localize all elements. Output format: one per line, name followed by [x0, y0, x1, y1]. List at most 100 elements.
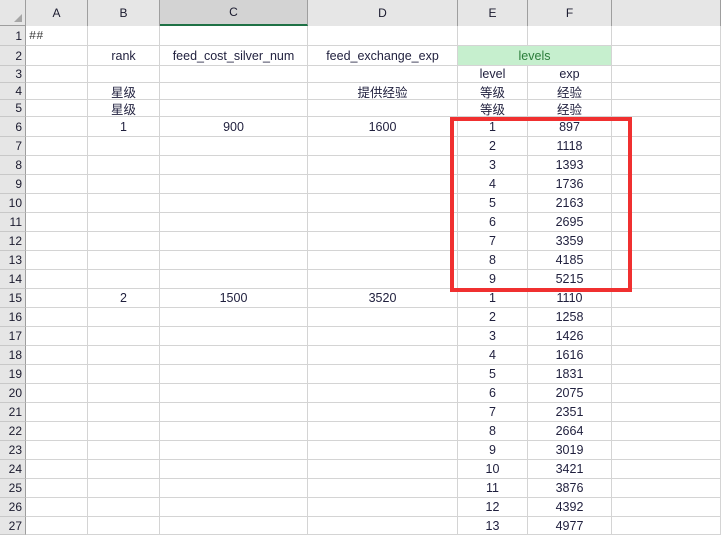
cell-E15-value[interactable]: 1 [458, 289, 528, 308]
cell-D23[interactable] [308, 441, 458, 460]
column-header-a[interactable]: A [26, 0, 88, 26]
cell-B23[interactable] [88, 441, 160, 460]
cell-E11-value[interactable]: 6 [458, 213, 528, 232]
cell-A11[interactable] [26, 213, 88, 232]
cell-B20[interactable] [88, 384, 160, 403]
cell-D24[interactable] [308, 460, 458, 479]
cell-D7[interactable] [308, 137, 458, 156]
cell-D15-value[interactable]: 3520 [308, 289, 458, 308]
cell-C6-value[interactable]: 900 [160, 117, 308, 137]
cell-D26[interactable] [308, 498, 458, 517]
column-header-c[interactable]: C [160, 0, 308, 26]
cell-E23-value[interactable]: 9 [458, 441, 528, 460]
cell-G4[interactable] [612, 83, 721, 100]
cell-G16[interactable] [612, 308, 721, 327]
cell-G26[interactable] [612, 498, 721, 517]
cell-B13[interactable] [88, 251, 160, 270]
cell-F27-value[interactable]: 4977 [528, 517, 612, 535]
cell-A5[interactable] [26, 100, 88, 117]
cell-E16-value[interactable]: 2 [458, 308, 528, 327]
cell-B1[interactable] [88, 26, 160, 46]
cell-E14-value[interactable]: 9 [458, 270, 528, 289]
cell-D14[interactable] [308, 270, 458, 289]
cell-A19[interactable] [26, 365, 88, 384]
cell-B17[interactable] [88, 327, 160, 346]
cell-D25[interactable] [308, 479, 458, 498]
cell-E21-value[interactable]: 7 [458, 403, 528, 422]
cell-D22[interactable] [308, 422, 458, 441]
cell-E12-value[interactable]: 7 [458, 232, 528, 251]
cell-F24-value[interactable]: 3421 [528, 460, 612, 479]
cell-C15-value[interactable]: 1500 [160, 289, 308, 308]
cell-C21[interactable] [160, 403, 308, 422]
cell-G1[interactable] [612, 26, 721, 46]
cell-A21[interactable] [26, 403, 88, 422]
cell-C19[interactable] [160, 365, 308, 384]
row-header-9[interactable]: 9 [0, 175, 26, 194]
cell-G13[interactable] [612, 251, 721, 270]
cell-C5[interactable] [160, 100, 308, 117]
cell-F11-value[interactable]: 2695 [528, 213, 612, 232]
cell-F23-value[interactable]: 3019 [528, 441, 612, 460]
cell-E3-value[interactable]: level [458, 66, 528, 83]
cell-A3[interactable] [26, 66, 88, 83]
cell-G22[interactable] [612, 422, 721, 441]
cell-F8-value[interactable]: 1393 [528, 156, 612, 175]
cell-A25[interactable] [26, 479, 88, 498]
cell-C7[interactable] [160, 137, 308, 156]
cell-A1-value[interactable]: ## [26, 26, 88, 46]
cell-G24[interactable] [612, 460, 721, 479]
row-header-19[interactable]: 19 [0, 365, 26, 384]
cell-C9[interactable] [160, 175, 308, 194]
row-header-13[interactable]: 13 [0, 251, 26, 270]
cell-B9[interactable] [88, 175, 160, 194]
cell-B6-value[interactable]: 1 [88, 117, 160, 137]
cell-D18[interactable] [308, 346, 458, 365]
cell-E8-value[interactable]: 3 [458, 156, 528, 175]
row-header-17[interactable]: 17 [0, 327, 26, 346]
cell-G21[interactable] [612, 403, 721, 422]
cell-G25[interactable] [612, 479, 721, 498]
cell-B15-value[interactable]: 2 [88, 289, 160, 308]
cell-D6-value[interactable]: 1600 [308, 117, 458, 137]
cell-D8[interactable] [308, 156, 458, 175]
cell-A22[interactable] [26, 422, 88, 441]
row-header-25[interactable]: 25 [0, 479, 26, 498]
cell-G17[interactable] [612, 327, 721, 346]
row-header-20[interactable]: 20 [0, 384, 26, 403]
cell-D17[interactable] [308, 327, 458, 346]
cell-F20-value[interactable]: 2075 [528, 384, 612, 403]
cell-F12-value[interactable]: 3359 [528, 232, 612, 251]
cell-C22[interactable] [160, 422, 308, 441]
cell-F13-value[interactable]: 4185 [528, 251, 612, 270]
cell-EF2-value[interactable]: levels [458, 46, 612, 66]
cell-C25[interactable] [160, 479, 308, 498]
cell-F19-value[interactable]: 1831 [528, 365, 612, 384]
row-header-7[interactable]: 7 [0, 137, 26, 156]
cell-F15-value[interactable]: 1110 [528, 289, 612, 308]
cell-B11[interactable] [88, 213, 160, 232]
cell-D19[interactable] [308, 365, 458, 384]
row-header-14[interactable]: 14 [0, 270, 26, 289]
cell-C8[interactable] [160, 156, 308, 175]
cell-D3[interactable] [308, 66, 458, 83]
select-all-corner[interactable] [0, 0, 26, 26]
cell-D12[interactable] [308, 232, 458, 251]
column-header-f[interactable]: F [528, 0, 612, 26]
cell-A9[interactable] [26, 175, 88, 194]
row-header-15[interactable]: 15 [0, 289, 26, 308]
cell-C17[interactable] [160, 327, 308, 346]
cell-C3[interactable] [160, 66, 308, 83]
row-header-24[interactable]: 24 [0, 460, 26, 479]
cell-E26-value[interactable]: 12 [458, 498, 528, 517]
cell-F9-value[interactable]: 1736 [528, 175, 612, 194]
cell-B18[interactable] [88, 346, 160, 365]
cell-B12[interactable] [88, 232, 160, 251]
cell-E6-value[interactable]: 1 [458, 117, 528, 137]
cell-G3[interactable] [612, 66, 721, 83]
cell-A26[interactable] [26, 498, 88, 517]
cell-E19-value[interactable]: 5 [458, 365, 528, 384]
cell-E20-value[interactable]: 6 [458, 384, 528, 403]
cell-A2[interactable] [26, 46, 88, 66]
row-header-3[interactable]: 3 [0, 66, 26, 83]
